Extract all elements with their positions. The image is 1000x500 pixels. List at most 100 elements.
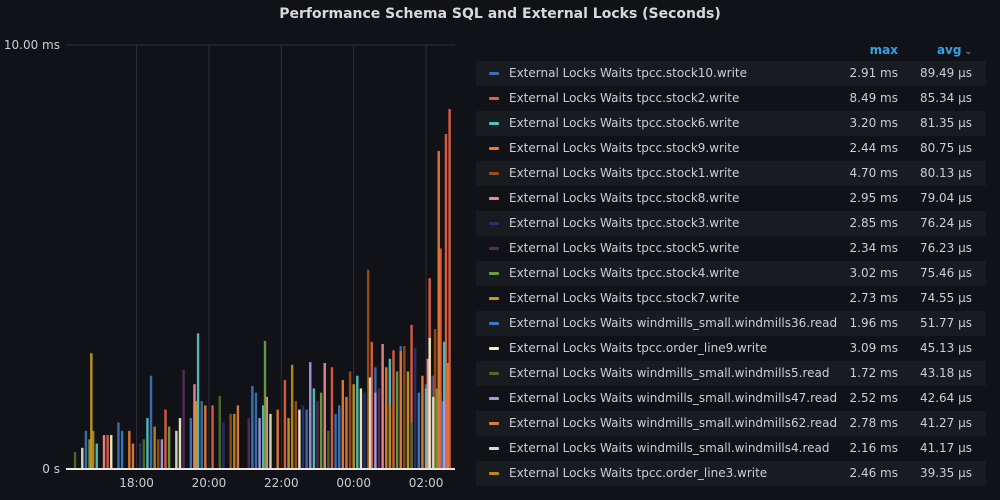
chart-bar[interactable]: [330, 367, 334, 469]
series-color-swatch[interactable]: [489, 322, 499, 325]
chart-bar[interactable]: [90, 353, 93, 469]
chart-bar[interactable]: [95, 443, 98, 469]
chart-bar[interactable]: [370, 341, 373, 469]
legend-series-name[interactable]: External Locks Waits tpcc.order_line9.wr…: [509, 341, 768, 355]
legend-row[interactable]: External Locks Waits tpcc.order_line9.wr…: [476, 336, 986, 361]
legend-row[interactable]: External Locks Waits tpcc.stock7.write 2.…: [476, 286, 986, 311]
chart-bar[interactable]: [366, 269, 370, 469]
chart-bar[interactable]: [437, 151, 440, 469]
chart-bar[interactable]: [439, 248, 442, 469]
chart-bar[interactable]: [251, 385, 254, 469]
chart-bar[interactable]: [368, 377, 372, 469]
legend-row[interactable]: External Locks Waits tpcc.order_line3.wr…: [476, 461, 986, 486]
chart-bar[interactable]: [178, 418, 182, 469]
chart-bar[interactable]: [142, 439, 145, 469]
chart-bar[interactable]: [395, 371, 399, 469]
chart-bar[interactable]: [381, 343, 384, 469]
legend-row[interactable]: External Locks Waits windmills_small.win…: [476, 411, 986, 436]
legend-series-name[interactable]: External Locks Waits windmills_small.win…: [509, 441, 830, 455]
chart-bar[interactable]: [193, 384, 196, 469]
chart-bar[interactable]: [356, 375, 359, 469]
legend-series-name[interactable]: External Locks Waits tpcc.stock7.write: [509, 291, 740, 305]
chart-bar[interactable]: [345, 396, 348, 469]
chart-bar[interactable]: [327, 430, 330, 469]
series-color-swatch[interactable]: [489, 272, 499, 275]
legend-row[interactable]: External Locks Waits tpcc.stock3.write 2.…: [476, 211, 986, 236]
chart-bar[interactable]: [352, 384, 355, 469]
chart-bar[interactable]: [128, 430, 131, 469]
chart-bar[interactable]: [204, 405, 207, 469]
chart-bar[interactable]: [276, 409, 279, 469]
chart-bar[interactable]: [73, 452, 77, 469]
series-color-swatch[interactable]: [489, 447, 499, 450]
series-color-swatch[interactable]: [489, 347, 499, 350]
chart-bar[interactable]: [377, 388, 381, 469]
chart-bar[interactable]: [430, 375, 433, 469]
legend-series-name[interactable]: External Locks Waits tpcc.stock8.write: [509, 191, 740, 205]
chart-bar[interactable]: [444, 134, 448, 470]
chart-bar[interactable]: [334, 413, 337, 469]
chart-bar[interactable]: [374, 392, 377, 469]
chart-bar[interactable]: [432, 396, 435, 469]
chart-bar[interactable]: [388, 405, 392, 469]
legend-series-name[interactable]: External Locks Waits tpcc.stock9.write: [509, 141, 740, 155]
chart-bar[interactable]: [157, 439, 160, 469]
legend-max-header[interactable]: max: [869, 43, 898, 57]
legend-series-name[interactable]: External Locks Waits tpcc.stock2.write: [509, 91, 740, 105]
legend-row[interactable]: External Locks Waits tpcc.stock5.write 2.…: [476, 236, 986, 261]
chart-bar[interactable]: [433, 329, 437, 469]
chart-bar[interactable]: [200, 401, 203, 469]
chart-bar[interactable]: [84, 430, 88, 469]
legend-row[interactable]: External Locks Waits windmills_small.win…: [476, 386, 986, 411]
chart-bar[interactable]: [406, 371, 410, 469]
chart-bar[interactable]: [120, 430, 124, 469]
chart-bar[interactable]: [442, 401, 446, 469]
series-color-swatch[interactable]: [489, 147, 499, 150]
chart-bar[interactable]: [195, 401, 198, 469]
chart-bar[interactable]: [146, 418, 149, 469]
chart-bar[interactable]: [196, 333, 200, 469]
chart-plot[interactable]: 0 s 10.00 ms 18:00 20:00 22:00 00:00 02:00: [0, 0, 470, 500]
legend-row[interactable]: External Locks Waits tpcc.stock9.write 2.…: [476, 136, 986, 161]
chart-bar[interactable]: [153, 426, 156, 469]
chart-bar[interactable]: [262, 405, 265, 469]
legend-series-name[interactable]: External Locks Waits windmills_small.win…: [509, 416, 838, 430]
legend-row[interactable]: External Locks Waits tpcc.stock10.write 2…: [476, 61, 986, 86]
chart-bar[interactable]: [167, 426, 171, 469]
series-color-swatch[interactable]: [489, 97, 499, 100]
chart-bar[interactable]: [189, 418, 193, 469]
chart-bar[interactable]: [182, 369, 185, 469]
chart-bar[interactable]: [338, 405, 341, 469]
chart-bar[interactable]: [441, 401, 444, 469]
panel-title[interactable]: Performance Schema SQL and External Lock…: [279, 6, 721, 22]
chart-bar[interactable]: [323, 363, 326, 469]
series-color-swatch[interactable]: [489, 472, 499, 475]
chart-bar[interactable]: [341, 379, 345, 469]
chart-bar[interactable]: [435, 388, 439, 469]
chart-bar[interactable]: [138, 443, 142, 469]
chart-bar[interactable]: [222, 422, 225, 469]
chart-bar[interactable]: [106, 435, 109, 469]
series-color-swatch[interactable]: [489, 422, 499, 425]
chart-bar[interactable]: [410, 324, 413, 469]
chart-bar[interactable]: [218, 396, 221, 469]
chart-bar[interactable]: [428, 337, 431, 469]
legend-series-name[interactable]: External Locks Waits tpcc.stock4.write: [509, 266, 740, 280]
chart-bar[interactable]: [233, 413, 236, 469]
chart-bar[interactable]: [236, 405, 240, 469]
chart-bar[interactable]: [160, 439, 164, 469]
chart-bar[interactable]: [265, 396, 269, 469]
chart-bar[interactable]: [385, 367, 388, 469]
chart-bar[interactable]: [247, 418, 250, 469]
chart-bar[interactable]: [363, 392, 366, 469]
chart-bar[interactable]: [426, 358, 430, 469]
chart-bar[interactable]: [319, 392, 323, 469]
chart-bar[interactable]: [263, 340, 267, 469]
chart-bar[interactable]: [421, 375, 424, 469]
legend-row[interactable]: External Locks Waits tpcc.stock1.write 4.…: [476, 161, 986, 186]
chart-bar[interactable]: [88, 439, 91, 469]
chart-bar[interactable]: [359, 388, 363, 469]
chart-bar[interactable]: [91, 430, 95, 469]
chart-bar[interactable]: [294, 401, 297, 469]
legend-series-name[interactable]: External Locks Waits windmills_small.win…: [509, 391, 838, 405]
